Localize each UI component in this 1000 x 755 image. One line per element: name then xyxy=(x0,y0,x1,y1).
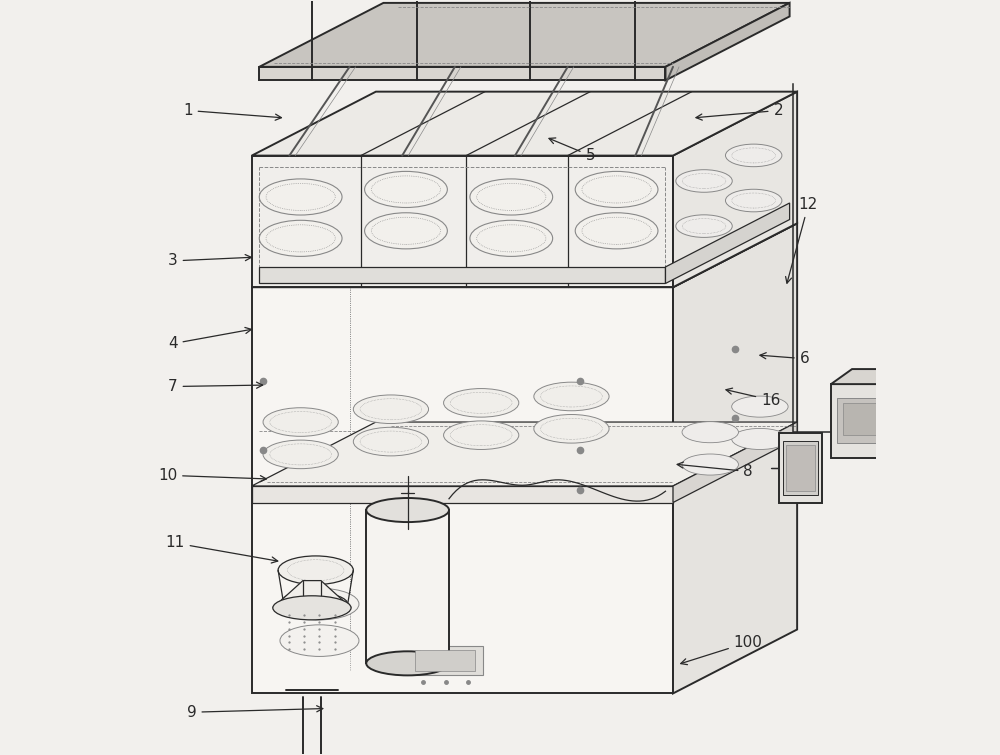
Polygon shape xyxy=(673,422,797,503)
Ellipse shape xyxy=(259,179,342,215)
Bar xyxy=(412,646,483,675)
Polygon shape xyxy=(252,156,673,287)
Ellipse shape xyxy=(534,414,609,443)
Ellipse shape xyxy=(280,588,359,620)
Text: 4: 4 xyxy=(168,328,251,351)
Bar xyxy=(837,398,887,442)
Polygon shape xyxy=(665,3,790,80)
Ellipse shape xyxy=(365,171,447,208)
Ellipse shape xyxy=(682,421,738,442)
Ellipse shape xyxy=(273,596,351,620)
Ellipse shape xyxy=(263,408,338,436)
Ellipse shape xyxy=(682,454,738,475)
Ellipse shape xyxy=(444,389,519,418)
Ellipse shape xyxy=(366,498,449,522)
Polygon shape xyxy=(252,287,673,693)
Ellipse shape xyxy=(470,179,553,215)
Text: 10: 10 xyxy=(158,468,266,482)
Text: 12: 12 xyxy=(786,197,818,283)
Polygon shape xyxy=(673,223,797,693)
Ellipse shape xyxy=(444,421,519,449)
Ellipse shape xyxy=(725,190,782,212)
Bar xyxy=(843,403,881,436)
Ellipse shape xyxy=(278,556,353,584)
Ellipse shape xyxy=(725,144,782,167)
Polygon shape xyxy=(831,384,893,458)
Ellipse shape xyxy=(575,171,658,208)
Text: 9: 9 xyxy=(187,704,323,720)
Bar xyxy=(779,433,822,503)
Text: 2: 2 xyxy=(696,103,783,120)
Ellipse shape xyxy=(259,220,342,257)
Text: 1: 1 xyxy=(183,103,281,120)
Ellipse shape xyxy=(353,395,429,424)
Ellipse shape xyxy=(353,427,429,456)
Text: 8: 8 xyxy=(677,462,753,479)
Polygon shape xyxy=(831,369,914,384)
Bar xyxy=(786,445,815,492)
Ellipse shape xyxy=(280,625,359,656)
Text: 3: 3 xyxy=(168,254,251,269)
Ellipse shape xyxy=(365,213,447,249)
Polygon shape xyxy=(252,486,673,503)
Ellipse shape xyxy=(676,170,732,193)
Polygon shape xyxy=(259,67,665,80)
Ellipse shape xyxy=(732,428,788,449)
Ellipse shape xyxy=(575,213,658,249)
Bar xyxy=(366,510,449,664)
Text: 11: 11 xyxy=(165,535,278,563)
Ellipse shape xyxy=(732,396,788,418)
Polygon shape xyxy=(673,91,797,287)
Bar xyxy=(783,441,818,495)
Bar xyxy=(415,650,475,671)
Ellipse shape xyxy=(263,440,338,469)
Polygon shape xyxy=(252,422,797,486)
Text: 6: 6 xyxy=(760,351,810,366)
Polygon shape xyxy=(665,203,790,283)
Ellipse shape xyxy=(470,220,553,257)
Ellipse shape xyxy=(370,615,449,646)
Text: 16: 16 xyxy=(726,388,780,408)
Ellipse shape xyxy=(534,382,609,411)
Text: 5: 5 xyxy=(549,138,595,163)
Text: 7: 7 xyxy=(168,379,263,394)
Ellipse shape xyxy=(676,215,732,237)
Ellipse shape xyxy=(370,580,449,612)
Polygon shape xyxy=(893,369,914,458)
Ellipse shape xyxy=(366,652,449,676)
Ellipse shape xyxy=(284,593,348,615)
Polygon shape xyxy=(259,3,790,67)
Polygon shape xyxy=(273,581,351,608)
Text: 100: 100 xyxy=(681,635,763,664)
Polygon shape xyxy=(252,223,797,287)
Polygon shape xyxy=(259,267,665,283)
Polygon shape xyxy=(252,91,797,156)
